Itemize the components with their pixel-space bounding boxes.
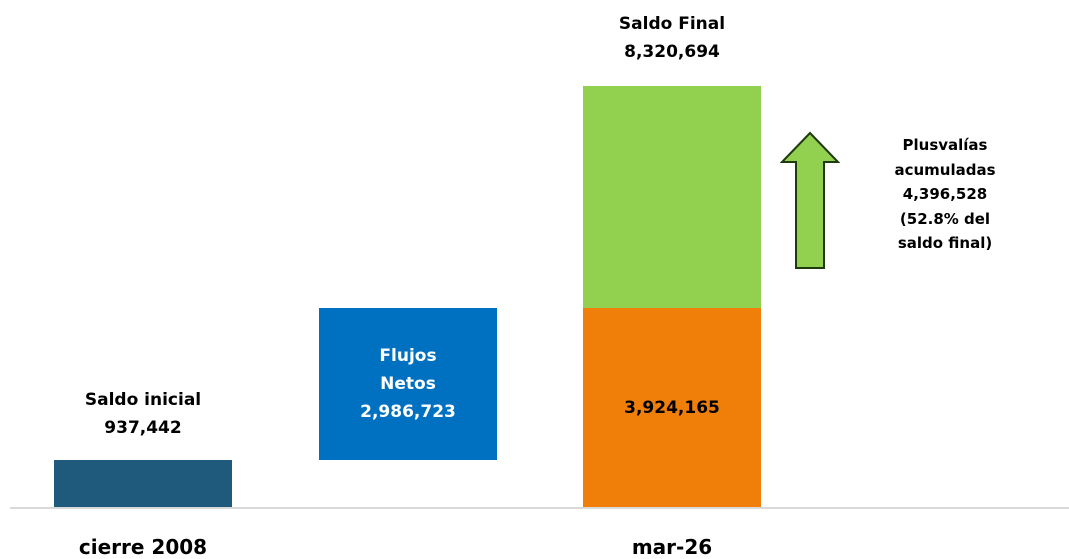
data-label: Flujos Netos 2,986,723	[319, 342, 497, 426]
total-label: Saldo Final 8,320,694	[552, 10, 792, 66]
arrow-shape	[779, 131, 841, 269]
annotation: Plusvalías acumuladas 4,396,528 (52.8% del…	[860, 133, 1030, 256]
total-name: Saldo Final	[618, 14, 726, 34]
series-name: Plusvalías acumuladas	[894, 136, 996, 179]
x-tick-label: mar-26	[631, 535, 713, 559]
value-label: 3,924,165	[624, 397, 720, 418]
data-label: 3,924,165	[583, 394, 761, 422]
series-name: Saldo inicial	[84, 389, 202, 410]
data-label: Saldo inicial 937,442	[23, 386, 263, 442]
bar	[319, 308, 497, 460]
series-name: Flujos Netos	[379, 346, 437, 394]
bar	[583, 86, 761, 309]
baseline	[10, 507, 1069, 509]
bar	[54, 459, 232, 507]
annotation-text: (52.8% del saldo final)	[897, 209, 993, 253]
bar	[583, 308, 761, 507]
value-label: 937,442	[104, 417, 182, 438]
value-label: 4,396,528	[902, 185, 988, 203]
total-value: 8,320,694	[624, 42, 720, 62]
arrow	[779, 131, 841, 269]
x-tick-label: cierre 2008	[78, 535, 208, 559]
value-label: 2,986,723	[360, 402, 456, 422]
